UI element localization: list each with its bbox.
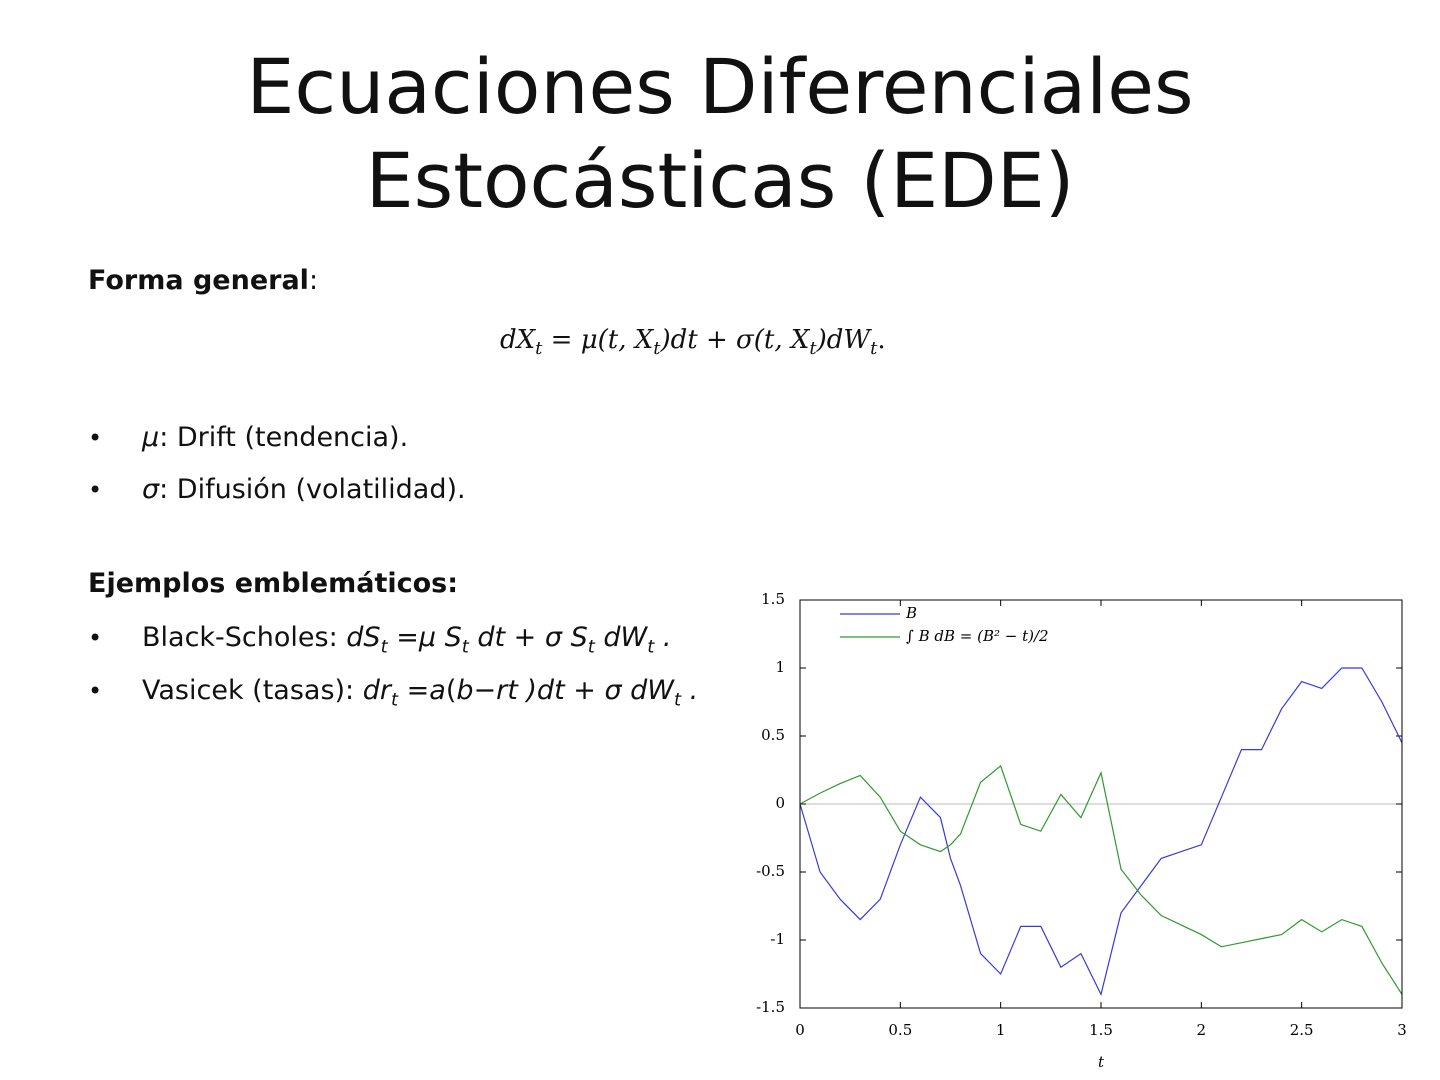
x-tick-label: 0 (795, 1021, 805, 1039)
s: a (429, 675, 446, 706)
y-tick-label: 1 (775, 658, 785, 676)
f: )dt + σ(t, X (660, 325, 810, 355)
general: Forma general: (88, 265, 318, 296)
s: dr (362, 675, 391, 706)
s: : Difusión (volatilidad). (159, 474, 466, 505)
y-tick-label: -0.5 (756, 862, 785, 880)
series-line (799, 667, 1403, 997)
colon: : (308, 265, 319, 296)
s: . (681, 675, 699, 706)
s: )dt + σ dW (517, 675, 674, 706)
s: dS (346, 622, 381, 653)
s: ( (445, 675, 457, 706)
x-tick-label: 3 (1397, 1021, 1407, 1039)
f: . (877, 325, 886, 355)
formula: dXt = μ(t, Xt)dt + σ(t, Xt)dWt. (500, 325, 886, 359)
s: : Drift (tendencia). (159, 422, 409, 453)
s: t (461, 636, 469, 658)
s: dW (594, 622, 648, 653)
s: = (398, 675, 430, 706)
s: σ (142, 474, 160, 505)
x-tick-label: 1 (996, 1021, 1006, 1039)
title-line: Ecuaciones Diferenciales (246, 42, 1194, 131)
bullet: • (88, 677, 103, 705)
item: Vasicek (tasas): drt =a(b−rt )dt + σ dWt… (142, 675, 698, 710)
legend-label: B (905, 604, 917, 622)
s: t (587, 636, 595, 658)
bullet: • (88, 476, 103, 504)
y-tick-label: -1 (770, 930, 785, 948)
title-line: Estocásticas (EDE) (365, 136, 1075, 225)
y-tick-label: 1.5 (761, 590, 785, 608)
x-tick-label: 2.5 (1290, 1021, 1314, 1039)
x-axis-label: t (1098, 1053, 1105, 1071)
s: t (673, 689, 682, 711)
label: Forma general (88, 265, 309, 296)
s: t (380, 636, 388, 658)
f: t (809, 338, 817, 360)
s: Vasicek (tasas): (142, 675, 363, 706)
item: μ: Drift (tendencia). (142, 422, 408, 453)
s: t (647, 636, 655, 658)
s: μ (142, 422, 160, 453)
series-line (799, 764, 1403, 995)
y-tick-label: 0.5 (761, 726, 785, 744)
s: b−rt (456, 675, 518, 706)
bullet: • (88, 624, 103, 652)
f: t (870, 338, 878, 360)
plot-frame (799, 599, 1403, 1009)
s: t (390, 689, 399, 711)
y-tick-label: 0 (775, 794, 785, 812)
f: t (535, 338, 543, 360)
s: Black-Scholes: (142, 622, 347, 653)
legend-label: ∫ B dB = (B² − t)/2 (906, 627, 1049, 645)
item: Black-Scholes: dSt =μ St dt + σ St dWt . (142, 622, 671, 657)
s: dt + σ S (468, 622, 588, 653)
f: )dW (816, 325, 871, 355)
s: . (654, 622, 672, 653)
x-tick-label: 1.5 (1089, 1021, 1113, 1039)
x-tick-label: 0.5 (888, 1021, 912, 1039)
item: σ: Difusión (volatilidad). (142, 474, 466, 505)
title: Ecuaciones Diferenciales Estocásticas (ED… (0, 40, 1440, 228)
examples: Ejemplos emblemáticos: (88, 568, 458, 599)
label: Ejemplos emblemáticos: (88, 568, 459, 599)
x-tick-label: 2 (1197, 1021, 1207, 1039)
y-tick-label: -1.5 (756, 998, 785, 1016)
f: dX (500, 325, 536, 355)
bullet: • (88, 424, 103, 452)
f: t (653, 338, 661, 360)
s: =μ S (387, 622, 462, 653)
f: = μ(t, X (542, 325, 654, 355)
